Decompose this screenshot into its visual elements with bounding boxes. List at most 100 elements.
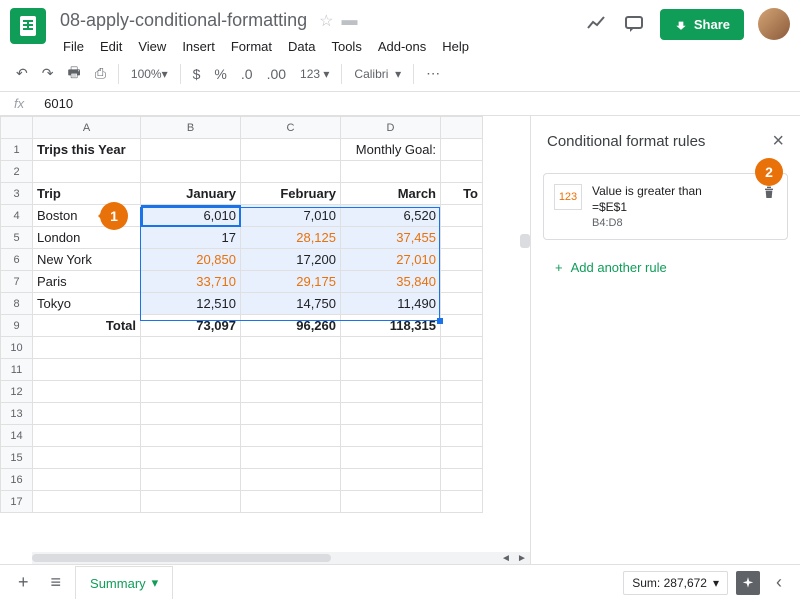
row-header[interactable]: 7 — [1, 271, 33, 293]
scrollbar-horizontal[interactable]: ◄ ► — [32, 552, 530, 564]
add-sheet-icon[interactable]: + — [10, 568, 37, 597]
row-header[interactable]: 9 — [1, 315, 33, 337]
cell[interactable]: 7,010 — [241, 205, 341, 227]
col-header-a[interactable]: A — [33, 117, 141, 139]
row-header[interactable]: 15 — [1, 447, 33, 469]
cell[interactable]: 20,850 — [141, 249, 241, 271]
col-header-c[interactable]: C — [241, 117, 341, 139]
paint-format-icon[interactable]: ⎙ — [89, 61, 112, 86]
menu-view[interactable]: View — [131, 35, 173, 58]
zoom-select[interactable]: 100% ▾ — [125, 63, 174, 85]
select-all-corner[interactable] — [1, 117, 33, 139]
cell[interactable] — [441, 139, 483, 161]
row-header[interactable]: 8 — [1, 293, 33, 315]
print-icon[interactable]: 🖶 — [61, 58, 86, 90]
menu-tools[interactable]: Tools — [324, 35, 368, 58]
sheets-logo[interactable] — [10, 8, 46, 44]
decrease-decimal-icon[interactable]: .0 — [235, 62, 259, 86]
col-header-d[interactable]: D — [341, 117, 441, 139]
cell[interactable]: Tokyo — [33, 293, 141, 315]
row-header[interactable]: 1 — [1, 139, 33, 161]
cell[interactable]: January — [141, 183, 241, 205]
comments-icon[interactable] — [622, 12, 646, 36]
star-icon[interactable]: ☆ — [319, 11, 333, 31]
document-title[interactable]: 08-apply-conditional-formatting — [56, 8, 311, 33]
cell[interactable] — [241, 139, 341, 161]
cell[interactable]: 11,490 — [341, 293, 441, 315]
cell[interactable]: 73,097 — [141, 315, 241, 337]
sheet-tab[interactable]: Summary ▾ — [75, 566, 173, 599]
cell[interactable]: Paris — [33, 271, 141, 293]
row-header[interactable]: 11 — [1, 359, 33, 381]
cell[interactable]: 27,010 — [341, 249, 441, 271]
row-header[interactable]: 17 — [1, 491, 33, 513]
formula-input[interactable]: 6010 — [38, 96, 73, 111]
col-header-b[interactable]: B — [141, 117, 241, 139]
cell[interactable]: 28,125 — [241, 227, 341, 249]
row-header[interactable]: 10 — [1, 337, 33, 359]
menu-help[interactable]: Help — [435, 35, 476, 58]
side-panel-toggle-icon[interactable]: ‹ — [768, 568, 790, 597]
cell[interactable]: London — [33, 227, 141, 249]
row-header[interactable]: 4 — [1, 205, 33, 227]
cell[interactable]: 35,840 — [341, 271, 441, 293]
cell[interactable]: Total — [33, 315, 141, 337]
cell[interactable]: Trip — [33, 183, 141, 205]
all-sheets-icon[interactable]: ≡ — [43, 568, 70, 597]
close-icon[interactable]: × — [772, 130, 784, 153]
cell[interactable] — [141, 139, 241, 161]
cell[interactable]: 17,200 — [241, 249, 341, 271]
scrollbar-vertical[interactable] — [520, 234, 530, 248]
selection-handle[interactable] — [437, 318, 443, 324]
row-header[interactable]: 2 — [1, 161, 33, 183]
cell[interactable]: February — [241, 183, 341, 205]
row-header[interactable]: 13 — [1, 403, 33, 425]
cell[interactable]: 14,750 — [241, 293, 341, 315]
cell[interactable]: Trips this Year — [33, 139, 141, 161]
menu-edit[interactable]: Edit — [93, 35, 129, 58]
menu-addons[interactable]: Add-ons — [371, 35, 433, 58]
percent-icon[interactable]: % — [208, 62, 232, 86]
menu-insert[interactable]: Insert — [175, 35, 222, 58]
row-header[interactable]: 3 — [1, 183, 33, 205]
insights-icon[interactable] — [584, 12, 608, 36]
undo-icon[interactable]: ↶ — [10, 61, 34, 86]
increase-decimal-icon[interactable]: .00 — [261, 62, 292, 86]
spreadsheet-grid[interactable]: A B C D 1 Trips this Year Monthly Goal: … — [0, 116, 530, 564]
cell[interactable]: 37,455 — [341, 227, 441, 249]
menu-file[interactable]: File — [56, 35, 91, 58]
cell[interactable]: 29,175 — [241, 271, 341, 293]
cell[interactable]: 6,520 — [341, 205, 441, 227]
cell[interactable]: 118,315 — [341, 315, 441, 337]
cell-selected[interactable]: 6,010 — [141, 205, 241, 227]
delete-rule-icon[interactable] — [761, 184, 777, 203]
cell[interactable]: 17 — [141, 227, 241, 249]
menu-data[interactable]: Data — [281, 35, 322, 58]
add-rule-button[interactable]: + Add another rule — [531, 246, 800, 289]
cell[interactable]: March — [341, 183, 441, 205]
font-select[interactable]: Calibri ▾ — [348, 63, 407, 85]
row-header[interactable]: 16 — [1, 469, 33, 491]
cell[interactable]: 96,260 — [241, 315, 341, 337]
row-header[interactable]: 6 — [1, 249, 33, 271]
number-format-select[interactable]: 123 ▾ — [294, 63, 335, 85]
cell[interactable]: To — [441, 183, 483, 205]
cell[interactable]: 33,710 — [141, 271, 241, 293]
format-rule[interactable]: 123 Value is greater than =$E$1 B4:D8 — [543, 173, 788, 240]
share-button[interactable]: Share — [660, 9, 744, 40]
row-header[interactable]: 12 — [1, 381, 33, 403]
row-header[interactable]: 5 — [1, 227, 33, 249]
quicksum-box[interactable]: Sum: 287,672▾ — [623, 571, 728, 595]
currency-icon[interactable]: $ — [187, 62, 207, 86]
cell[interactable]: New York — [33, 249, 141, 271]
cell[interactable]: 12,510 — [141, 293, 241, 315]
cell[interactable]: Monthly Goal: — [341, 139, 441, 161]
more-toolbar-icon[interactable]: ⋯ — [420, 61, 446, 86]
folder-icon[interactable]: ▬ — [341, 12, 357, 30]
redo-icon[interactable]: ↷ — [36, 61, 60, 86]
row-header[interactable]: 14 — [1, 425, 33, 447]
col-header-e[interactable] — [441, 117, 483, 139]
explore-icon[interactable] — [736, 571, 760, 595]
tab-menu-icon[interactable]: ▾ — [152, 575, 159, 591]
user-avatar[interactable] — [758, 8, 790, 40]
